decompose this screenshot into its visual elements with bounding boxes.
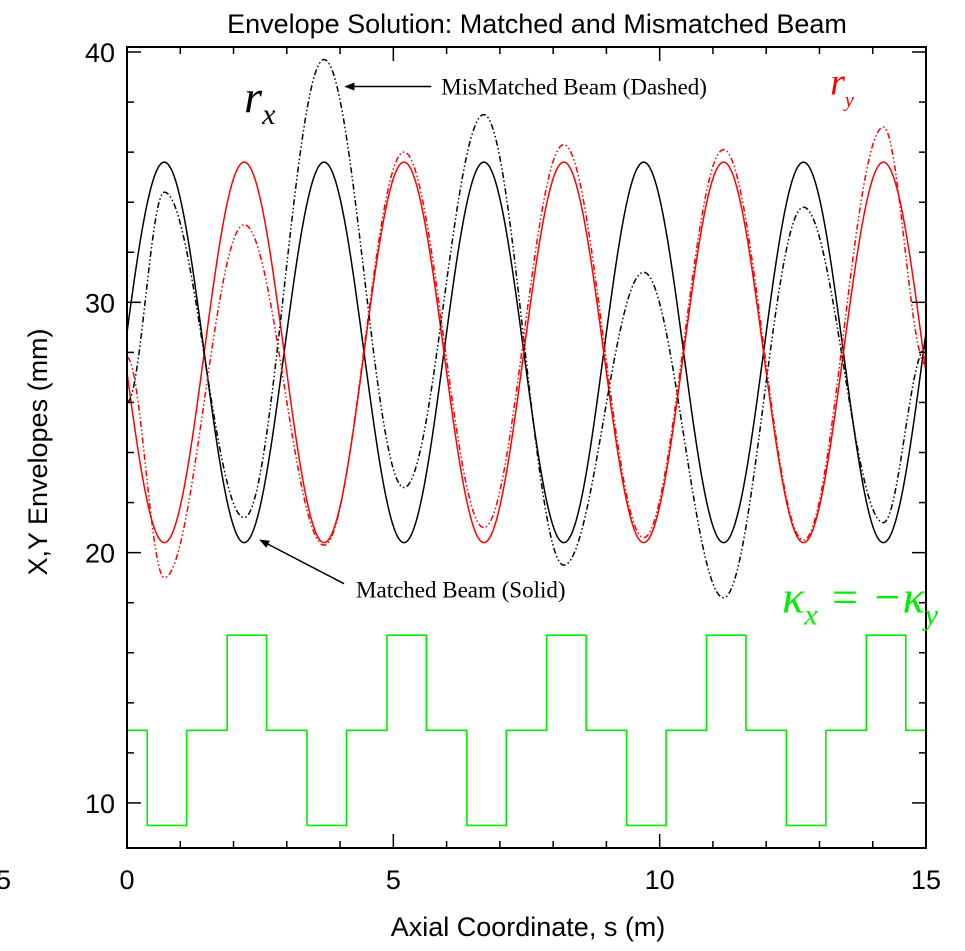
x-tick-label: 10	[645, 865, 675, 895]
labels-layer: 0 5 10 15 10 20 30 40 MisMatched Beam (Dashed) Ma…	[85, 38, 941, 895]
y-tick-label: 10	[85, 789, 115, 819]
annotation-matched-beam: Matched Beam (Solid)	[356, 578, 566, 603]
x-axis-label: Axial Coordinate, s (m)	[391, 912, 666, 942]
label-kappa: κx = −κy	[782, 572, 939, 632]
label-ry: ry	[830, 62, 854, 112]
series-line-r_x-solid	[127, 161, 926, 544]
plot-frame	[126, 46, 927, 849]
x-edge-tick-label: 5	[0, 865, 11, 895]
annotation-arrow-matched	[259, 539, 345, 585]
chart-title: Envelope Solution: Matched and Mismatche…	[227, 9, 847, 39]
series-line-r_y-dash-dot	[127, 126, 926, 579]
series-line-kappa-step	[127, 634, 926, 827]
y-tick-label: 40	[85, 38, 115, 68]
x-tick-label: 15	[911, 865, 941, 895]
series-line-r_y-solid	[127, 161, 926, 544]
x-tick-label: 0	[119, 865, 134, 895]
y-tick-label: 20	[85, 539, 115, 569]
series-layer	[127, 58, 926, 827]
ticks-layer	[126, 47, 927, 848]
annotation-mismatched-beam: MisMatched Beam (Dashed)	[441, 75, 707, 100]
y-axis-label: X,Y Envelopes (mm)	[23, 328, 53, 575]
y-tick-label: 30	[85, 288, 115, 318]
series-line-r_x-dash-dot	[127, 58, 926, 599]
x-tick-label: 5	[386, 865, 401, 895]
label-rx: rx	[244, 71, 276, 131]
